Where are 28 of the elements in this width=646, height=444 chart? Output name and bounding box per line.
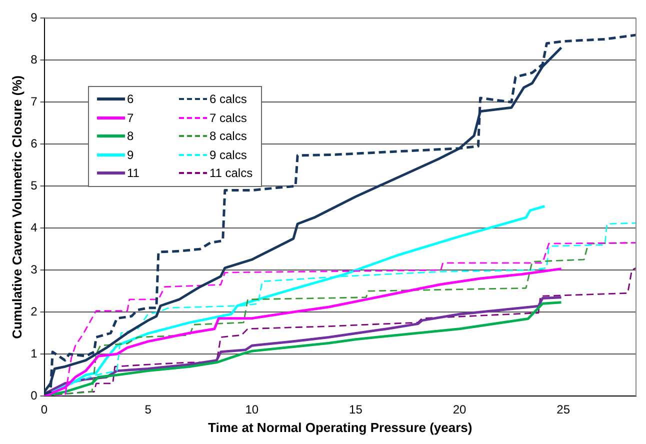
y-tick-label: 3 xyxy=(30,262,38,276)
x-axis-title: Time at Normal Operating Pressure (years) xyxy=(208,420,472,435)
y-tick-label: 9 xyxy=(30,10,38,25)
y-tick-label: 0 xyxy=(30,388,38,402)
legend-label: 11 calcs xyxy=(209,166,253,180)
legend-label: 8 calcs xyxy=(209,129,247,144)
x-tick-label: 5 xyxy=(144,402,152,417)
y-tick-label: 5 xyxy=(30,178,38,192)
y-tick-label: 2 xyxy=(30,304,38,318)
y-tick-label: 4 xyxy=(30,220,38,234)
x-tick-label: 10 xyxy=(245,402,259,417)
y-tick-label: 1 xyxy=(30,346,38,360)
y-axis-title: Cumulative Cavern Volumetric Closure (%) xyxy=(9,75,24,339)
y-tick-label: 6 xyxy=(30,136,38,150)
y-tick-label: 7 xyxy=(30,94,38,108)
x-tick-label: 0 xyxy=(40,402,48,417)
x-tick-label: 15 xyxy=(349,402,363,417)
legend-label: 7 calcs xyxy=(209,110,247,125)
legend-label: 6 calcs xyxy=(209,92,247,106)
x-tick-label: 25 xyxy=(556,402,570,417)
legend-label: 9 calcs xyxy=(209,148,247,162)
legend-label: 7 xyxy=(127,110,134,125)
legend-label: 9 xyxy=(127,148,134,162)
legend-label: 8 xyxy=(127,129,134,144)
legend-label: 11 xyxy=(127,166,140,180)
x-tick-label: 20 xyxy=(452,402,467,417)
y-tick-label: 8 xyxy=(30,52,38,66)
legend-label: 6 xyxy=(127,92,134,106)
